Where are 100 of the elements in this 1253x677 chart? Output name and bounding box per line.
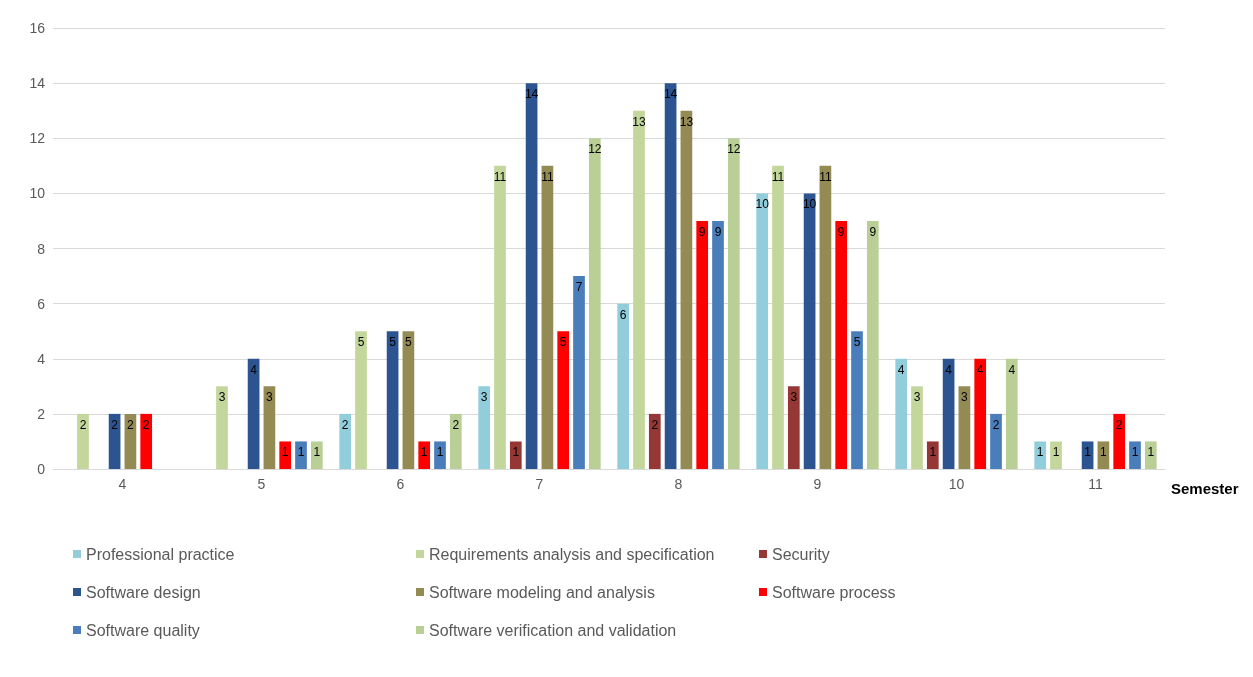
data-label: 5 [405,335,413,350]
bar [355,331,367,469]
bar [866,220,879,469]
bar [140,413,153,469]
bar [1144,441,1157,469]
x-tick-label: 8 [674,476,683,492]
data-label: 7 [575,280,583,295]
bar [1129,441,1141,469]
x-tick-label: 10 [948,476,965,492]
bar [712,220,724,469]
data-label: 1 [281,445,289,460]
x-tick-label: 4 [118,476,127,492]
bar [696,220,709,469]
data-label: 1 [512,445,520,460]
data-label: 2 [452,417,460,432]
bar [617,303,630,469]
data-label: 10 [755,197,770,212]
bar [339,413,352,469]
y-tick-label: 2 [37,405,46,422]
bar [648,413,661,469]
data-label: 2 [111,417,119,432]
data-label: 3 [790,390,798,405]
legend-label: Software modeling and analysis [429,583,655,601]
x-axis-title: Semester [1171,480,1239,497]
y-tick-label: 12 [29,130,46,147]
bar [557,331,570,469]
y-tick-label: 16 [29,20,46,36]
bar [990,413,1002,469]
data-label: 1 [436,445,444,460]
data-label: 1 [1084,445,1092,460]
bar [1005,358,1018,469]
data-label: 5 [389,335,397,350]
y-tick-label: 4 [37,350,46,367]
data-label: 4 [250,362,258,377]
bar [573,276,585,469]
data-label: 2 [142,417,150,432]
bar [402,331,415,469]
bar [216,386,228,469]
legend-label: Software design [86,583,201,601]
data-label: 11 [541,169,554,184]
data-label: 3 [961,390,969,405]
data-label: 1 [1131,445,1139,460]
bar [449,413,462,469]
data-label: 9 [698,224,706,239]
bar [772,165,784,469]
data-label: 13 [632,114,646,129]
bar [77,413,89,469]
data-label: 12 [588,142,602,157]
bar [1034,441,1047,469]
data-label: 1 [1036,445,1044,460]
bar [895,358,908,469]
legend-label: Software verification and validation [429,621,677,639]
bar [958,386,971,469]
data-label: 3 [266,390,274,405]
legend-label: Requirements analysis and specification [429,545,715,563]
x-tick-label: 5 [257,476,266,492]
bar [295,441,307,469]
data-label: 9 [714,224,722,239]
data-label: 4 [945,362,953,377]
x-tick-label: 11 [1088,476,1103,492]
bar [727,138,740,469]
data-label: 2 [1115,417,1123,432]
y-tick-label: 14 [29,75,46,92]
bar [680,110,693,469]
legend-label: Professional practice [86,545,235,563]
bar [247,358,260,469]
bar [911,386,923,469]
data-label: 4 [897,362,905,377]
data-label: 3 [913,390,921,405]
data-label: 1 [313,445,321,460]
data-label: 1 [1147,445,1155,460]
data-label: 1 [420,445,428,460]
data-label: 5 [357,335,365,350]
bar [263,386,276,469]
bar [974,358,987,469]
data-label: 2 [79,417,87,432]
data-label: 3 [480,390,488,405]
bar [541,165,554,469]
data-label: 2 [341,417,349,432]
data-label: 11 [771,169,785,184]
data-label: 5 [559,335,567,350]
y-tick-label: 0 [37,461,46,477]
bar [279,441,292,469]
bar [509,441,522,469]
data-label: 4 [1008,362,1016,377]
data-label: 1 [929,445,937,460]
bar [835,220,848,469]
bar [819,165,832,469]
data-label: 5 [853,335,861,350]
bar [664,83,677,469]
bar [926,441,939,469]
bar [588,138,601,469]
data-label: 4 [976,362,984,377]
bar [787,386,800,469]
data-label: 11 [493,169,507,184]
x-tick-label: 9 [813,476,822,492]
y-tick-label: 8 [37,240,46,257]
bar [525,83,538,469]
data-label: 1 [1100,445,1108,460]
bar [803,193,816,469]
